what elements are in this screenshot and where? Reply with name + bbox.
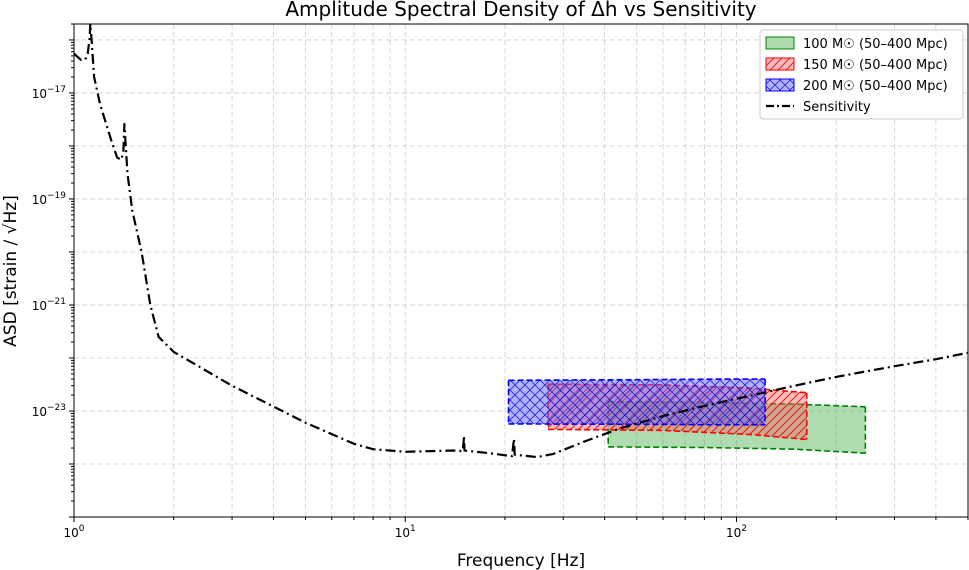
legend-entry: 100 M☉ (50–400 Mpc) <box>765 36 948 52</box>
legend-label: 200 M☉ (50–400 Mpc) <box>803 79 948 94</box>
x-tick-label: 100 <box>63 524 84 540</box>
y-axis-label: ASD [strain / √Hz] <box>1 195 21 347</box>
legend-box <box>759 29 964 120</box>
sensitivity-layer <box>74 24 968 459</box>
sensitivity-line <box>74 24 968 459</box>
band-hatch <box>508 379 766 425</box>
y-tick-label: 10−19 <box>32 191 67 207</box>
x-tick-label: 101 <box>395 524 416 540</box>
legend-label: Sensitivity <box>803 100 871 115</box>
legend-label: 100 M☉ (50–400 Mpc) <box>803 37 948 52</box>
legend-entry: Sensitivity <box>766 100 871 115</box>
chart-title: Amplitude Spectral Density of Δh vs Sens… <box>285 0 756 21</box>
band-lower-edge <box>608 446 866 454</box>
legend: 100 M☉ (50–400 Mpc) 150 M☉ (50–400 Mpc) 20… <box>759 29 964 120</box>
grid-lines <box>73 24 969 518</box>
y-tick-label: 10−21 <box>32 297 66 313</box>
legend-swatch-hatch <box>766 79 794 91</box>
plot-frame <box>73 23 969 518</box>
legend-swatch <box>765 36 795 50</box>
legend-entry: 200 M☉ (50–400 Mpc) <box>765 78 948 94</box>
x-axis: 100 101 102 <box>63 517 969 540</box>
band-lower-edge <box>508 423 766 426</box>
y-axis: 10−17 10−19 10−21 10−23 <box>32 23 74 518</box>
band-lower-edge <box>548 428 807 441</box>
band-upper-edge <box>508 378 766 382</box>
y-tick-label: 10−23 <box>32 403 66 419</box>
band-3 <box>507 378 766 426</box>
legend-entry: 150 M☉ (50–400 Mpc) <box>765 57 948 73</box>
y-tick-label: 10−17 <box>32 85 66 101</box>
legend-label: 150 M☉ (50–400 Mpc) <box>803 58 948 73</box>
legend-swatch-hatch <box>766 58 794 70</box>
x-tick-label: 102 <box>726 524 747 540</box>
x-axis-label: Frequency [Hz] <box>457 551 585 570</box>
